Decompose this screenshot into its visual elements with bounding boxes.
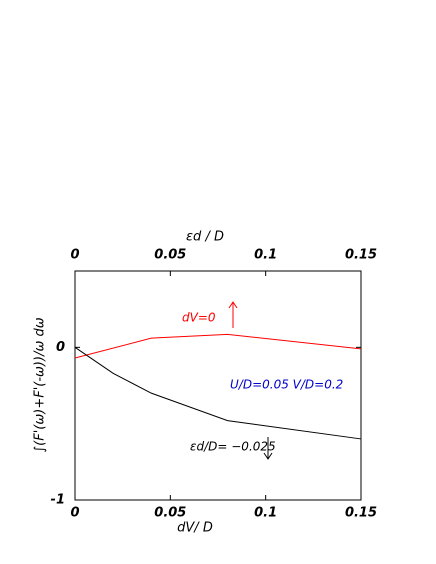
series-line [74,346,362,440]
annotation: U/D=0.05 V/D=0.2 [230,378,343,392]
x-tick-label: 0.1 [254,506,277,521]
x2-tick-label: 0.15 [345,248,377,263]
x-tick-label: 0 [70,506,79,521]
y-tick-label: 0 [56,340,65,355]
y-axis-title: ∫(F'(ω)+F'(-ω))/ω dω [33,317,48,452]
x2-tick-label: 0 [70,248,79,263]
x2-tick-label: 0.1 [254,248,277,263]
x2-tick-label: 0.05 [154,248,186,263]
x2-axis-title: εd / D [186,230,224,245]
x-tick-label: 0.05 [154,506,186,521]
series-label: εd/D= −0.025 [190,440,276,454]
arrowhead [228,301,238,309]
y-tick-label: -1 [51,493,65,508]
series-line [74,333,362,359]
series-label: dV=0 [182,311,216,325]
x-axis-title: dV/ D [177,521,213,536]
x-tick-label: 0.15 [345,506,377,521]
arrowhead [263,452,273,460]
plot-frame [74,270,362,501]
